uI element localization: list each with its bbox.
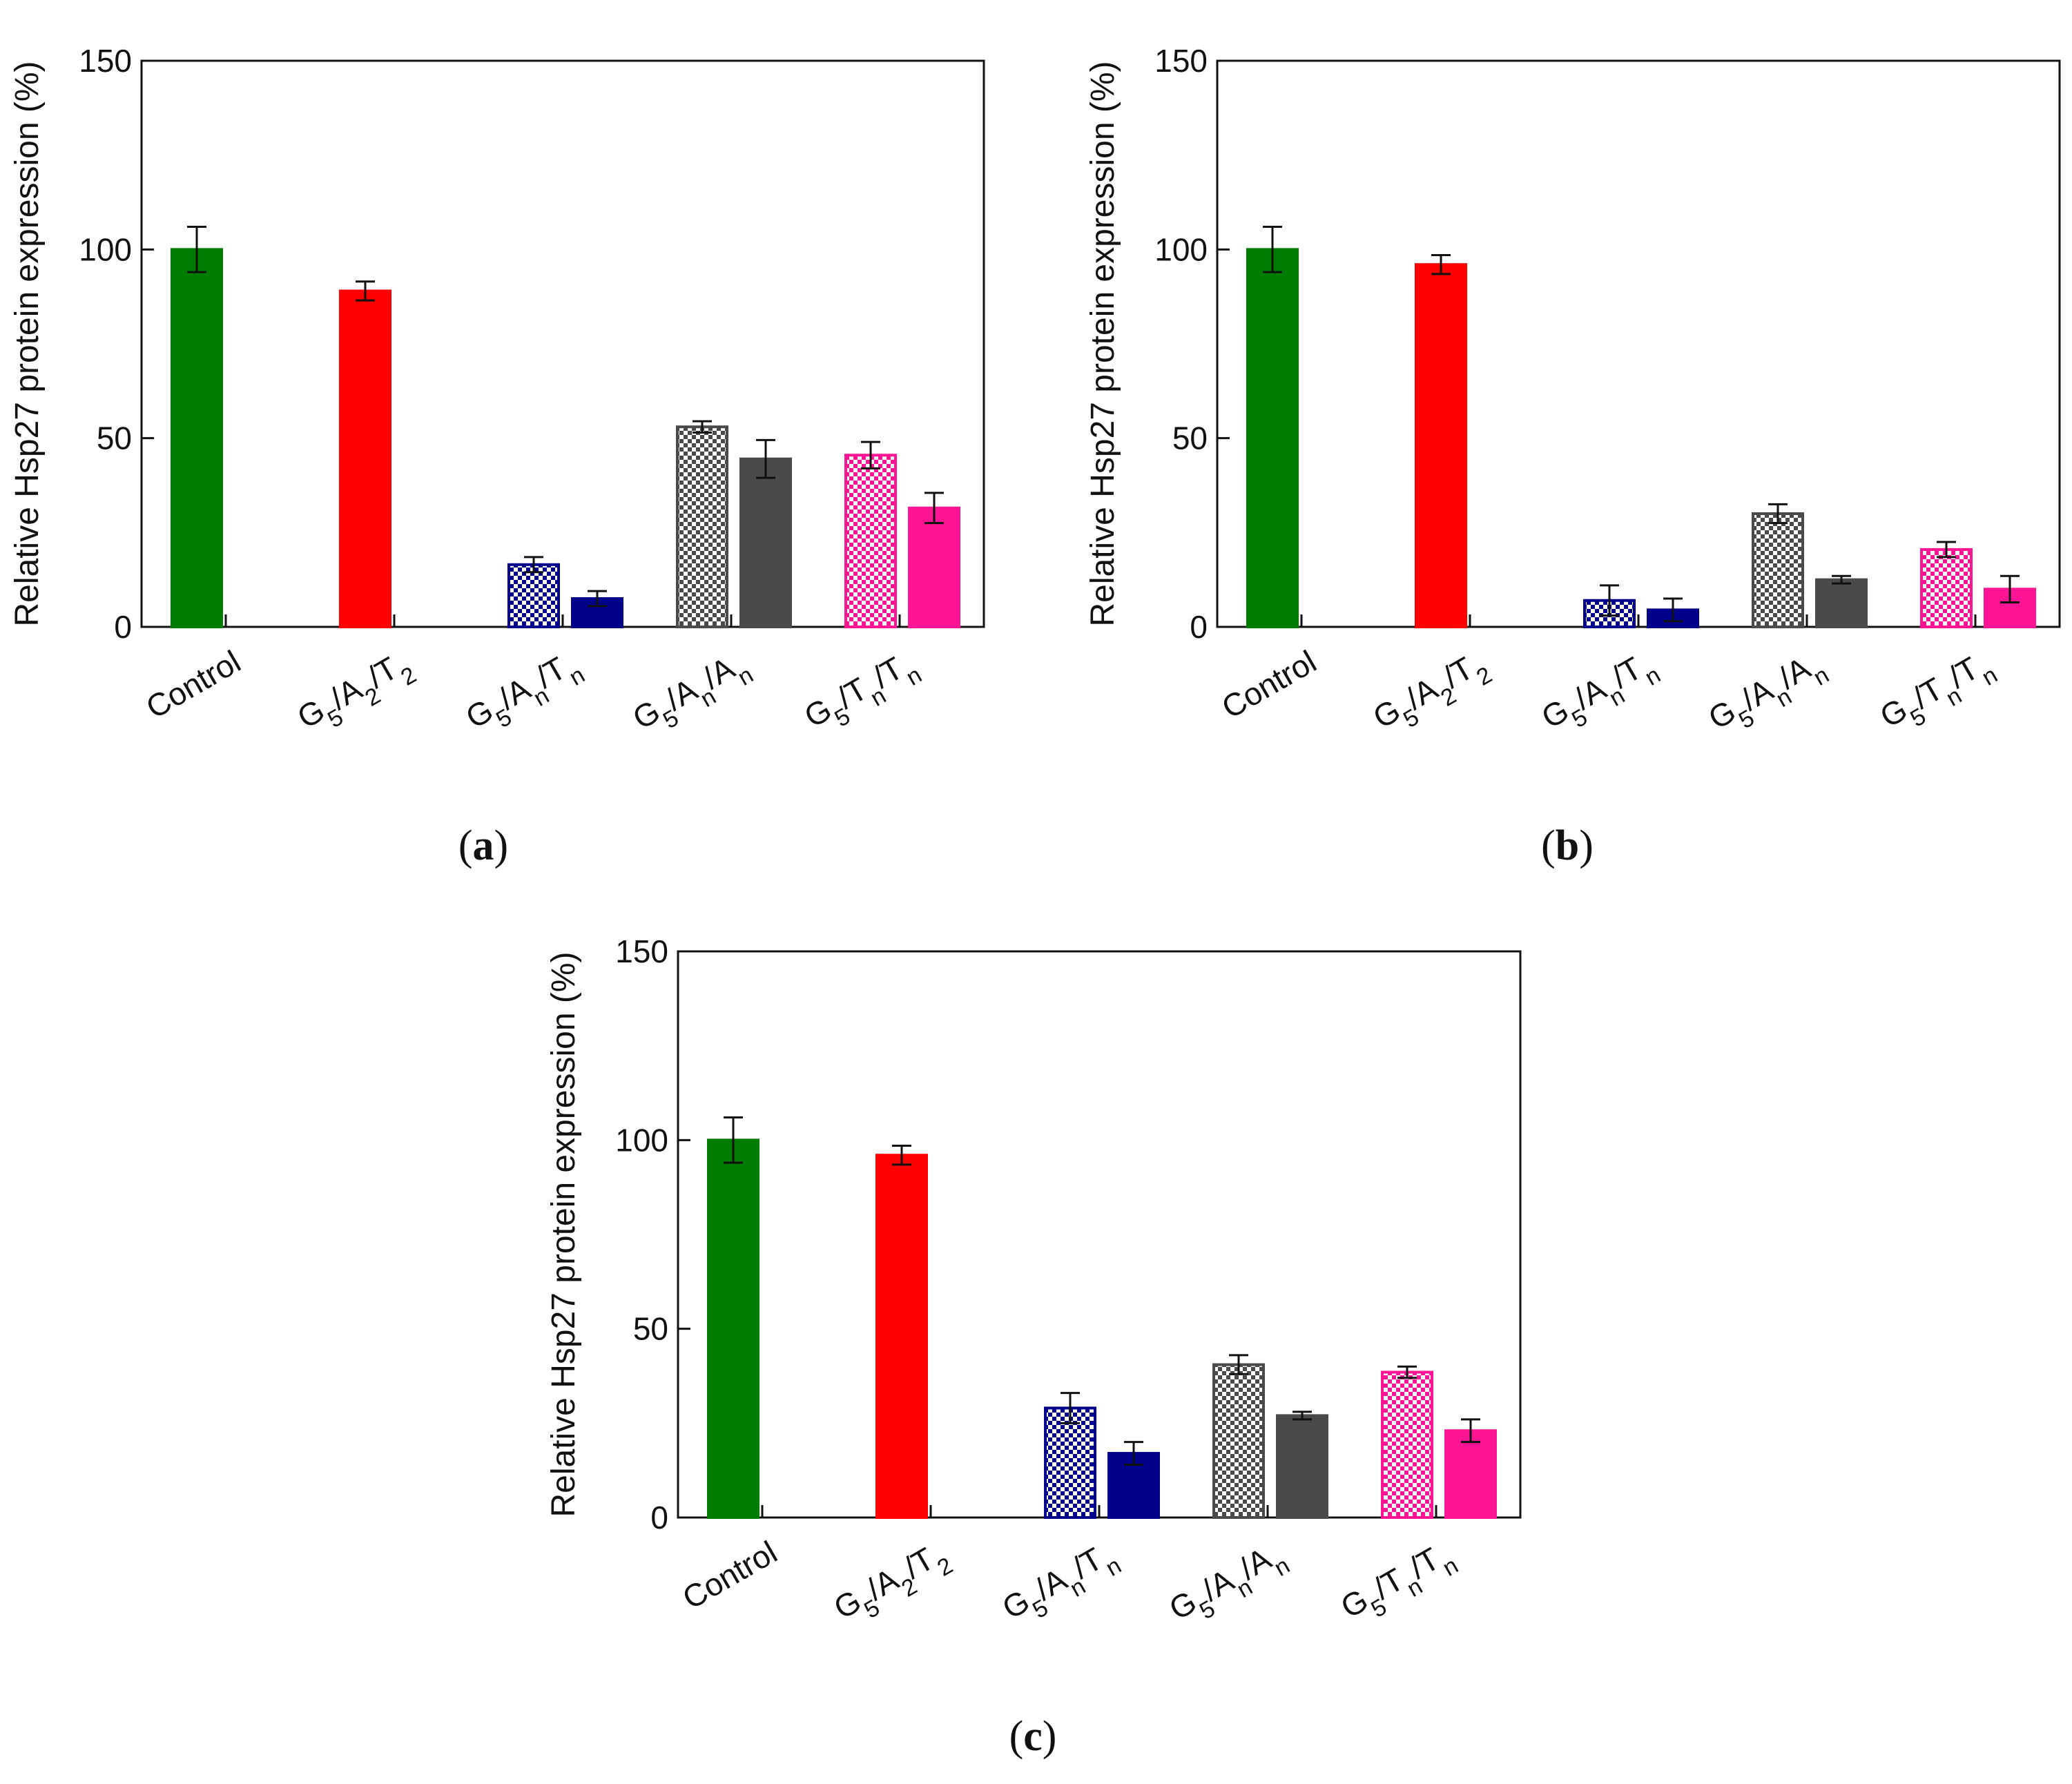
- category-label: Control: [140, 643, 246, 726]
- panel-label: (b): [1541, 822, 1594, 869]
- error-bar: [1600, 584, 1619, 617]
- y-tick-label: 150: [615, 933, 668, 969]
- bar: [1415, 263, 1467, 628]
- error-bar: [1061, 1392, 1080, 1424]
- category-label: G5/An/Tn: [1536, 643, 1665, 746]
- bar: [339, 289, 391, 628]
- y-axis-label: Relative Hsp27 protein expression (%): [1085, 61, 1121, 626]
- bar: [739, 457, 792, 628]
- chart-panel-a: 0 50 100 150 Relative Hsp27 protein expressi…: [9, 43, 985, 869]
- y-tick-label: 50: [633, 1311, 668, 1347]
- y-tick-label: 150: [79, 43, 132, 79]
- bar: [908, 506, 960, 628]
- bar: [1381, 1370, 1433, 1519]
- y-tick-label: 0: [1190, 609, 1208, 645]
- bar: [844, 454, 897, 628]
- error-bar: [1937, 541, 1956, 559]
- error-bar: [924, 492, 944, 525]
- bar: [875, 1154, 928, 1519]
- y-tick-label: 0: [650, 1500, 668, 1535]
- error-bar: [588, 590, 607, 608]
- error-bar: [187, 226, 206, 273]
- error-bar: [861, 440, 880, 469]
- error-bar: [1292, 1410, 1312, 1421]
- error-bar: [724, 1116, 743, 1164]
- bar: [1920, 547, 1973, 629]
- error-bar: [1431, 254, 1451, 275]
- error-bar: [1832, 574, 1851, 585]
- category-label: G5/A2/T2: [1367, 643, 1497, 746]
- category-label: Control: [677, 1534, 783, 1616]
- error-bar: [356, 280, 375, 302]
- y-tick-label: 50: [97, 420, 132, 456]
- bar: [507, 563, 560, 628]
- category-label: G5/An/Tn: [996, 1534, 1126, 1636]
- error-bar: [693, 420, 712, 434]
- category-label: G5/An/An: [1163, 1534, 1295, 1637]
- error-bar: [1768, 503, 1788, 525]
- error-bar: [1124, 1441, 1143, 1466]
- error-bar: [1397, 1365, 1417, 1379]
- chart-panel-c: 0 50 100 150 Relative Hsp27 protein expressi…: [545, 933, 1522, 1760]
- panel-label: (a): [458, 822, 508, 869]
- y-tick-label: 50: [1172, 420, 1208, 456]
- y-tick-label: 0: [114, 609, 132, 645]
- error-bar: [1461, 1418, 1480, 1444]
- panel-label: (c): [1009, 1713, 1057, 1760]
- error-bar: [1229, 1354, 1248, 1375]
- bar: [1444, 1429, 1497, 1519]
- y-tick-label: 100: [1154, 231, 1208, 267]
- error-bar: [892, 1145, 911, 1166]
- error-bar: [524, 556, 543, 574]
- error-bar: [756, 438, 775, 479]
- category-label: G5/Tn/Tn: [1335, 1534, 1462, 1636]
- bar: [1212, 1363, 1265, 1519]
- category-label: Control: [1216, 643, 1322, 726]
- y-tick-label: 150: [1154, 43, 1208, 79]
- chart-panel-b: 0 50 100 150 Relative Hsp27 protein expressi…: [1085, 43, 2061, 869]
- bar: [171, 248, 223, 629]
- bar: [676, 425, 728, 628]
- category-label: G5/Tn/Tn: [1874, 643, 2002, 745]
- category-label: G5/An/An: [1703, 643, 1834, 746]
- y-tick-label: 100: [79, 231, 132, 267]
- bar: [707, 1138, 759, 1520]
- plot-frame: [1216, 59, 2061, 628]
- error-bar: [2000, 574, 2020, 603]
- category-label: G5/An/An: [627, 643, 758, 746]
- bar: [1044, 1406, 1096, 1520]
- category-label: G5/A2/T2: [291, 643, 421, 746]
- bar: [1246, 248, 1299, 629]
- error-bar: [1663, 597, 1683, 623]
- y-axis-label: Relative Hsp27 protein expression (%): [9, 61, 46, 626]
- y-tick-label: 100: [615, 1122, 668, 1158]
- error-bar: [1263, 226, 1282, 273]
- bar: [1752, 512, 1804, 628]
- category-label: G5/Tn/Tn: [798, 643, 926, 745]
- bar: [1276, 1414, 1328, 1519]
- category-label: G5/A2/T2: [828, 1534, 958, 1636]
- bar: [1815, 578, 1868, 629]
- category-label: G5/An/Tn: [460, 643, 590, 746]
- y-axis-label: Relative Hsp27 protein expression (%): [545, 951, 582, 1517]
